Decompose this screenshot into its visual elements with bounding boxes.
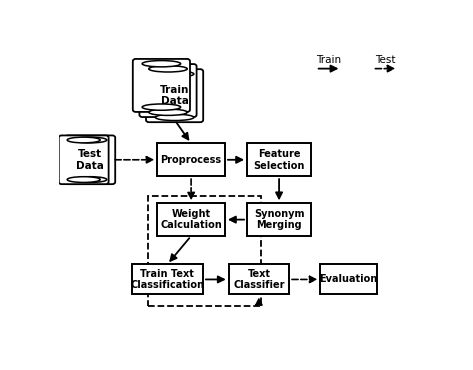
- Ellipse shape: [74, 177, 107, 182]
- Text: Train: Train: [316, 55, 341, 65]
- Bar: [131, 265, 203, 295]
- Ellipse shape: [149, 66, 187, 72]
- FancyBboxPatch shape: [59, 135, 109, 184]
- Text: Text
Classifier: Text Classifier: [233, 269, 285, 290]
- FancyBboxPatch shape: [146, 69, 203, 122]
- Text: Proprocess: Proprocess: [160, 155, 222, 165]
- Ellipse shape: [149, 109, 187, 115]
- Ellipse shape: [67, 177, 100, 182]
- Ellipse shape: [67, 137, 100, 143]
- Bar: [157, 203, 225, 236]
- Text: Test: Test: [375, 55, 395, 65]
- Text: Feature
Selection: Feature Selection: [254, 149, 305, 171]
- Text: Evaluation: Evaluation: [320, 275, 378, 285]
- Bar: [228, 265, 289, 295]
- Ellipse shape: [142, 104, 181, 110]
- Bar: [320, 265, 377, 295]
- Ellipse shape: [142, 61, 181, 67]
- Bar: [148, 196, 261, 306]
- FancyBboxPatch shape: [133, 59, 190, 112]
- Text: Synonym
Merging: Synonym Merging: [254, 209, 304, 231]
- Bar: [247, 203, 311, 236]
- Ellipse shape: [74, 137, 107, 143]
- FancyBboxPatch shape: [140, 64, 197, 117]
- Bar: [157, 144, 225, 176]
- Text: Train Text
Classification: Train Text Classification: [130, 269, 204, 290]
- Text: Test
Data: Test Data: [76, 149, 104, 171]
- Ellipse shape: [155, 71, 194, 77]
- Text: Train
Data: Train Data: [160, 85, 189, 107]
- Ellipse shape: [155, 114, 194, 121]
- Bar: [247, 144, 311, 176]
- Text: Weight
Calculation: Weight Calculation: [160, 209, 222, 231]
- FancyBboxPatch shape: [65, 135, 115, 184]
